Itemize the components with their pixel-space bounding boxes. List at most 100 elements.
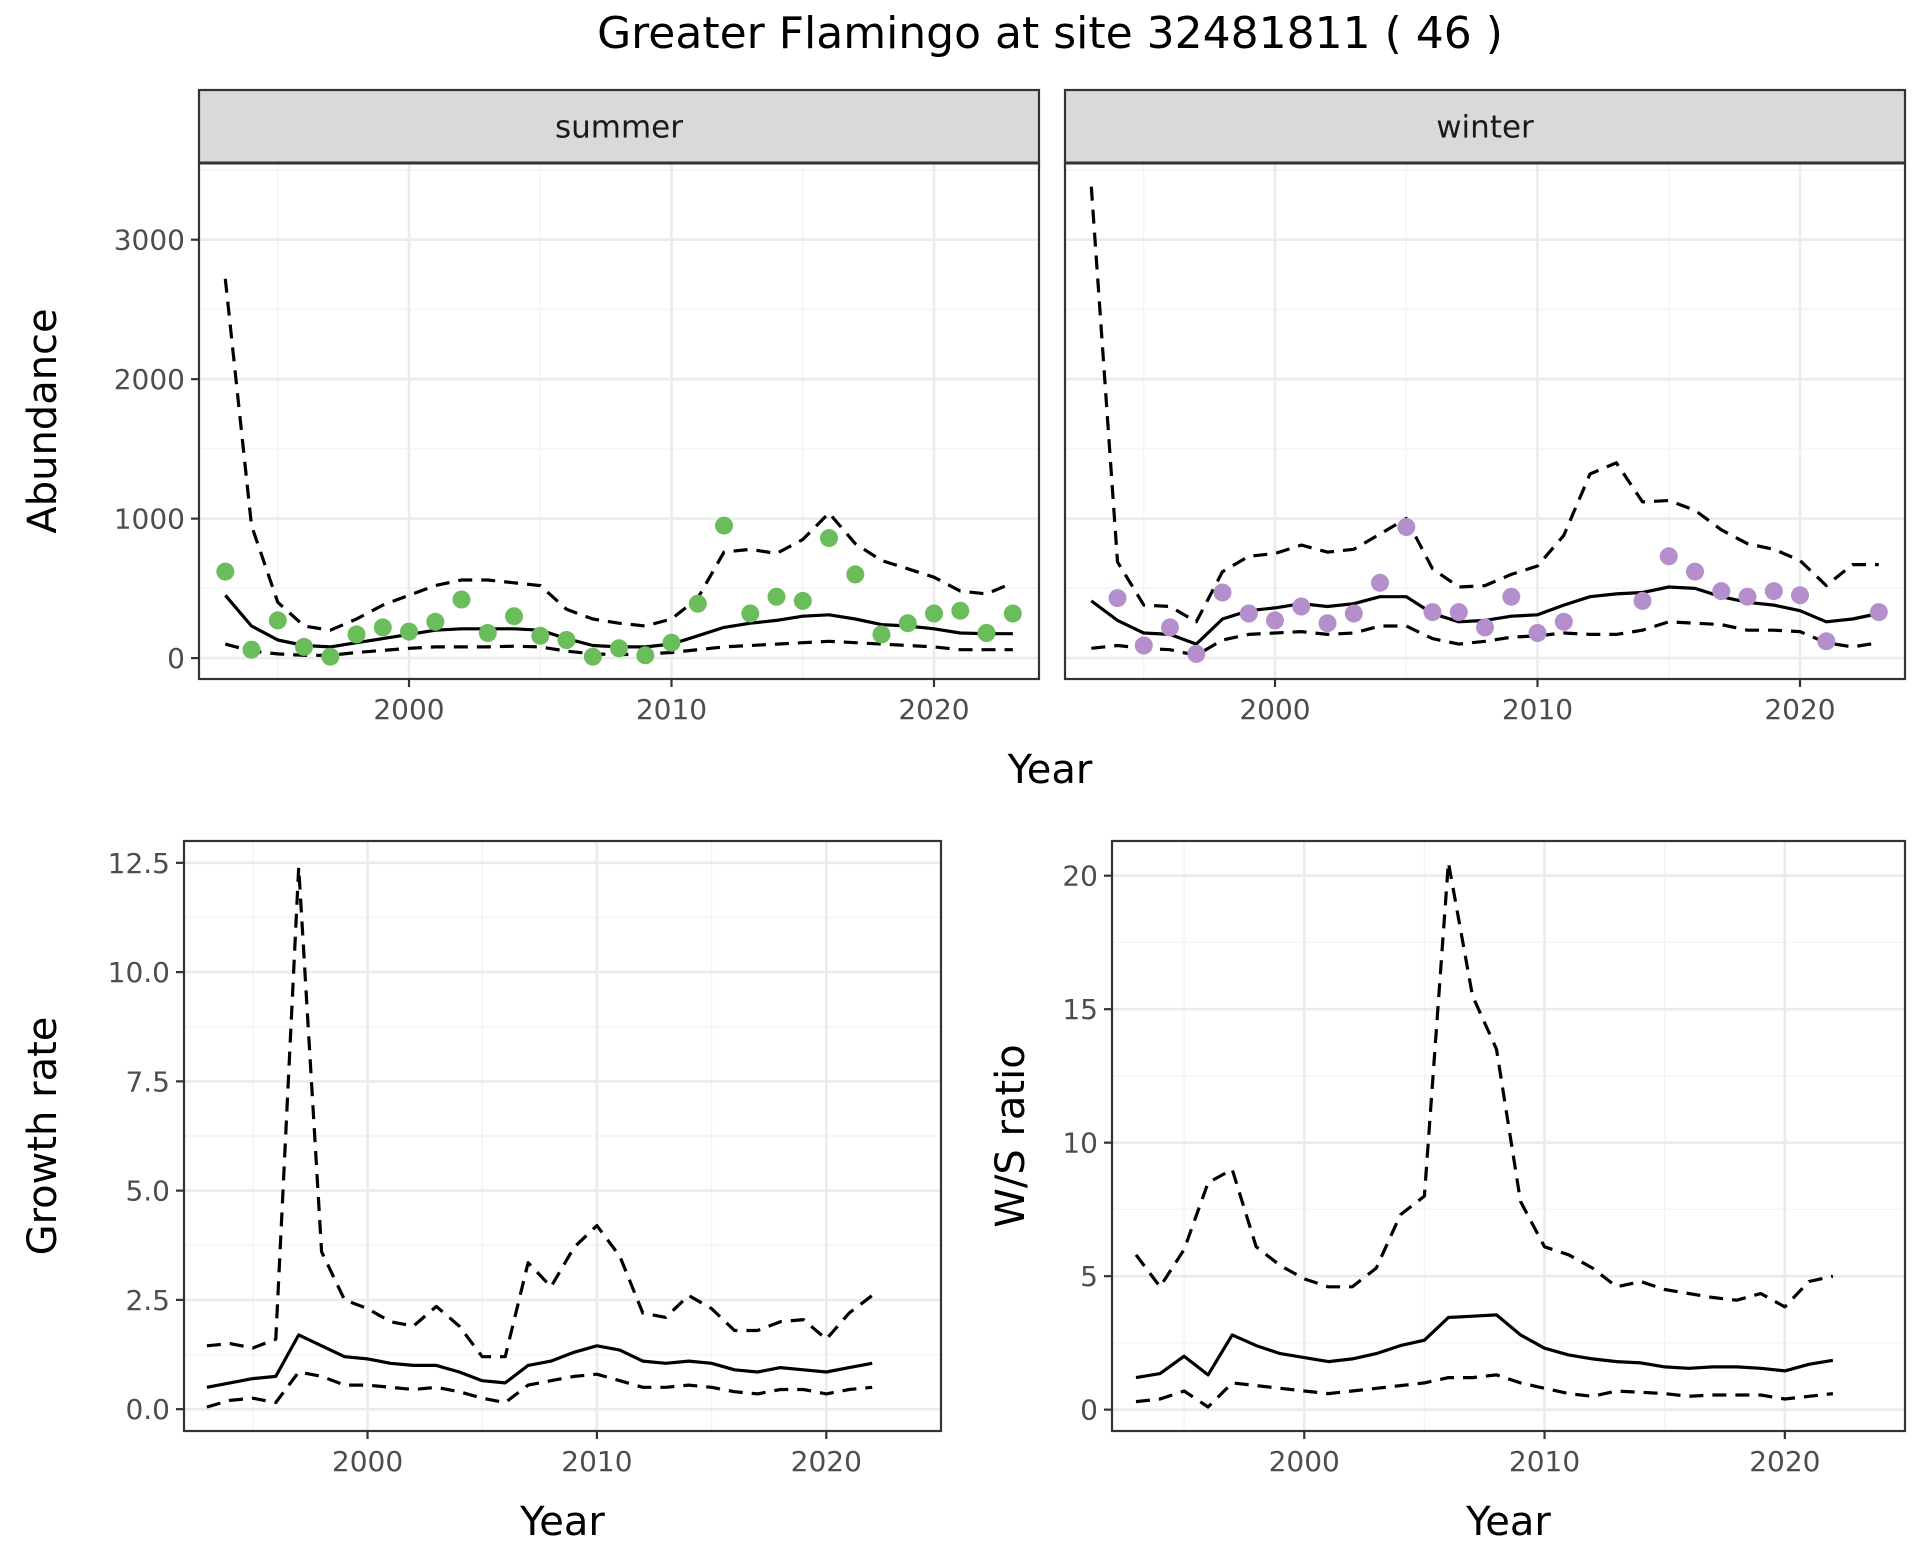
x-tick-label: 2000 [1239, 693, 1310, 726]
panel-background [1065, 163, 1905, 679]
winter-observed-point [1449, 603, 1468, 622]
x-tick-label: 2020 [791, 1445, 862, 1478]
summer-observed-point [793, 591, 812, 610]
summer-observed-point [898, 614, 917, 633]
summer-observed-point [872, 625, 891, 644]
winter-observed-point [1659, 547, 1678, 566]
winter-observed-point [1476, 618, 1494, 637]
y-tick-label: 10.0 [108, 956, 170, 989]
y-tick-label: 0.0 [125, 1393, 170, 1426]
y-tick-label: 2000 [114, 363, 185, 396]
panel-ratio: 2000 2010 2020 0 5 10 15 20 W/S ratio Year [988, 839, 1907, 1545]
winter-observed-point [1187, 644, 1206, 663]
summer-observed-point [505, 607, 523, 626]
winter-observed-point [1318, 614, 1337, 633]
ratio-upper-line [1134, 860, 1834, 1309]
winter-observed-point [1344, 604, 1363, 623]
y-axis-title: W/S ratio [988, 1044, 1034, 1227]
x-tick-label: 2010 [636, 693, 707, 726]
x-tick-label: 2000 [1269, 1445, 1340, 1478]
summer-observed-point [636, 646, 655, 665]
ratio-lower-line [1135, 1373, 1834, 1409]
winter-observed-point [1791, 586, 1809, 605]
summer-observed-point [347, 625, 366, 644]
winter-observed-point [1869, 603, 1888, 622]
winter-observed-point [1712, 582, 1731, 601]
winter-lower-line [1091, 620, 1880, 657]
summer-observed-point [977, 624, 996, 642]
summer-observed-point [400, 622, 418, 641]
x-tick-label: 2010 [1502, 693, 1573, 726]
y-tick-label: 7.5 [125, 1065, 170, 1098]
panel-growth: 2000 2010 2020 0.0 2.5 5.0 7.5 10.0 12.5 Growth r… [20, 839, 943, 1545]
summer-observed-point [531, 626, 550, 645]
y-tick-label: 10 [1062, 1127, 1098, 1160]
growth-estimate-line [206, 1333, 873, 1389]
x-tick-label: 2020 [1764, 693, 1835, 726]
summer-observed-point [426, 612, 445, 631]
winter-upper-line [1089, 186, 1879, 624]
y-tick-label: 15 [1062, 993, 1098, 1026]
summer-observed-point [925, 604, 943, 623]
summer-observed-point [715, 516, 733, 535]
winter-observed-point [1764, 582, 1783, 601]
winter-observed-point [1502, 587, 1521, 606]
winter-observed-point [1161, 618, 1179, 637]
summer-observed-point [268, 611, 287, 630]
top-x-axis-title: Year [1007, 747, 1093, 793]
x-tick-label: 2000 [332, 1445, 403, 1478]
summer-observed-point [321, 647, 340, 666]
winter-observed-point [1213, 583, 1232, 602]
growth-upper-line [206, 865, 874, 1359]
summer-observed-point [1003, 604, 1022, 623]
summer-observed-point [242, 640, 261, 659]
winter-observed-point [1554, 612, 1573, 631]
panel-background [199, 163, 1039, 679]
winter-observed-point [1134, 636, 1153, 655]
winter-observed-point [1423, 603, 1442, 622]
panel-border [1110, 839, 1907, 1433]
growth-lower-line [206, 1370, 873, 1409]
summer-observed-point [951, 601, 970, 620]
y-tick-label: 12.5 [108, 847, 170, 880]
winter-observed-point [1633, 591, 1652, 610]
winter-observed-point [1686, 562, 1704, 581]
summer-observed-point [741, 604, 760, 623]
summer-observed-point [216, 562, 235, 581]
summer-observed-point [767, 587, 786, 606]
x-axis-title: Year [1465, 1499, 1551, 1545]
facet-strip-label: summer [555, 110, 683, 146]
summer-observed-point [846, 565, 865, 584]
y-tick-label: 1000 [114, 503, 185, 536]
y-tick-label: 0 [1080, 1394, 1098, 1427]
x-tick-label: 2010 [1509, 1445, 1580, 1478]
x-tick-label: 2020 [1749, 1445, 1820, 1478]
y-axis-title: Growth rate [20, 1017, 66, 1256]
x-tick-label: 2000 [373, 693, 444, 726]
summer-upper-line [223, 278, 1014, 632]
winter-observed-point [1239, 604, 1258, 623]
summer-observed-point [295, 637, 313, 656]
y-tick-label: 5.0 [125, 1175, 170, 1208]
panel-winter: winter 2000 2010 2020 [1063, 88, 1907, 726]
x-tick-label: 2020 [898, 693, 969, 726]
summer-observed-point [478, 624, 497, 642]
y-tick-label: 5 [1080, 1260, 1098, 1293]
y-tick-label: 20 [1062, 860, 1098, 893]
x-tick-label: 2010 [561, 1445, 632, 1478]
winter-observed-point [1738, 587, 1757, 606]
x-axis-title: Year [519, 1499, 605, 1545]
winter-observed-point [1266, 611, 1284, 630]
figure-title: Greater Flamingo at site 32481811 ( 46 ) [597, 8, 1503, 59]
winter-observed-point [1292, 597, 1311, 616]
winter-observed-point [1371, 573, 1389, 592]
winter-observed-point [1817, 632, 1836, 651]
y-tick-label: 0 [167, 642, 185, 675]
y-tick-label: 2.5 [125, 1284, 170, 1317]
panel-background [1112, 841, 1905, 1431]
facet-strip-label: winter [1436, 110, 1534, 146]
panel-summer: summer 2000 2010 2020 0 1000 2000 3000 Abundance [20, 88, 1041, 726]
summer-observed-point [662, 633, 681, 652]
